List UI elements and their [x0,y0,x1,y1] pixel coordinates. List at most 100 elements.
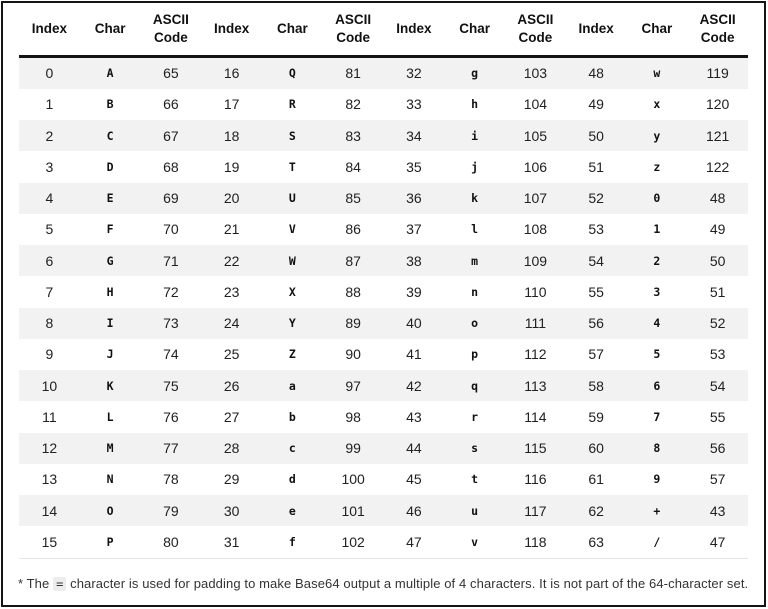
cell-char: N [106,472,114,487]
cell-char: r [471,409,479,424]
cell-char: b [288,409,296,424]
table-row: 12 M 77 28 c 99 44 s 115 60 8 56 [19,432,748,464]
cell-index: 21 [223,221,240,238]
cell-ascii-code: 73 [163,315,179,332]
cell-char: l [471,222,479,237]
cell-index: 40 [406,315,422,332]
cell-char: D [106,159,114,174]
cell-index: 0 [45,65,54,82]
table-body: 0 A 65 16 Q 81 32 g 103 48 w 119 1 B 66 17 R 82 33 h 104 49 x 1… [19,57,748,558]
cell-char: a [288,378,296,393]
cell-ascii-code: 57 [709,471,726,488]
table-header-row: Index Char ASCII Code Index Char ASCII Code In… [19,3,748,55]
cell-ascii-code: 87 [345,252,361,269]
cell-ascii-code: 113 [524,377,547,394]
cell-ascii-code: 49 [709,221,726,238]
table-bottom-rule [19,557,748,559]
cell-char: H [106,284,114,299]
cell-ascii-code: 100 [341,471,365,488]
header-index: Index [578,20,614,36]
cell-char: O [106,503,114,518]
cell-index: 25 [223,346,240,363]
cell-index: 61 [588,471,604,488]
cell-ascii-code: 107 [523,190,548,207]
cell-index: 47 [406,533,422,550]
cell-ascii-code: 105 [523,127,548,144]
cell-char: M [106,441,114,456]
cell-index: 15 [41,533,58,550]
cell-index: 39 [406,283,422,300]
cell-index: 35 [406,158,422,175]
cell-char: f [288,534,296,549]
cell-index: 60 [588,440,604,457]
cell-ascii-code: 109 [523,252,548,269]
cell-ascii-code: 97 [345,377,361,394]
cell-ascii-code: 56 [709,440,726,457]
table-row: 13 N 78 29 d 100 45 t 116 61 9 57 [19,464,748,495]
cell-char: + [653,503,661,518]
cell-ascii-code: 43 [709,502,726,519]
cell-char: t [471,472,479,487]
cell-ascii-code: 76 [163,408,179,425]
cell-index: 30 [223,502,240,519]
cell-index: 37 [406,221,422,238]
cell-char: Q [288,66,296,81]
cell-index: 45 [406,471,422,488]
table-row: 15 P 80 31 f 102 47 v 118 63 / 47 [19,526,748,557]
cell-ascii-code: 108 [523,221,548,238]
cell-ascii-code: 119 [706,65,729,82]
cell-ascii-code: 75 [163,377,179,394]
cell-ascii-code: 48 [709,190,726,207]
cell-ascii-code: 65 [163,65,179,82]
cell-char: G [106,253,114,268]
cell-char: P [106,534,114,549]
cell-char: u [471,503,479,518]
base64-table: Index Char ASCII Code Index Char ASCII Code In… [19,3,748,559]
cell-index: 63 [588,533,604,550]
cell-char: 8 [653,441,661,456]
cell-index: 16 [223,65,240,82]
table-row: 14 O 79 30 e 101 46 u 117 62 +43 [19,495,748,527]
cell-index: 19 [223,158,240,175]
header-ascii-code: ASCII Code [335,11,372,45]
cell-ascii-code: 55 [709,408,726,425]
cell-index: 24 [223,315,240,332]
footnote: * The = character is used for padding to… [18,576,748,591]
cell-index: 31 [223,533,240,550]
cell-index: 12 [41,440,58,457]
header-rule [19,55,748,58]
cell-ascii-code: 122 [705,158,730,175]
header-ascii-code: ASCII Code [699,11,736,45]
table-row: 0 A 65 16 Q 81 32 g 103 48 w 119 [19,57,748,89]
table-row: 8 I 73 24 Y 89 40 o 111 56 4 52 [19,307,748,339]
cell-char: T [288,159,296,174]
header-char: Char [94,20,126,36]
cell-char: Z [288,347,296,362]
cell-index: 56 [588,315,604,332]
cell-ascii-code: 52 [709,315,726,332]
cell-char: 5 [653,347,661,362]
cell-char: j [471,159,479,174]
cell-ascii-code: 83 [345,127,361,144]
table-row: 7 H 72 23 X 88 39 n 110 55 3 51 [19,276,748,307]
cell-ascii-code: 68 [163,158,179,175]
cell-ascii-code: 117 [524,502,547,519]
footnote-prefix: * The [18,576,54,591]
header-ascii-code: ASCII Code [152,11,189,45]
cell-ascii-code: 103 [523,65,548,82]
cell-index: 20 [223,190,240,207]
table-row: 11 L 76 27 b 98 43 r 114 59 7 55 [19,401,748,432]
cell-char: B [106,97,114,112]
cell-index: 57 [588,346,604,363]
cell-char: W [288,253,296,268]
cell-char: o [471,316,479,331]
cell-ascii-code: 53 [709,346,726,363]
cell-index: 11 [42,408,57,425]
table-row: 10 K 75 26 a 97 42 q 113 58 6 54 [19,370,748,402]
cell-index: 48 [588,65,604,82]
cell-ascii-code: 54 [709,377,726,394]
cell-char: 7 [653,409,661,424]
cell-index: 3 [45,158,54,175]
cell-char: I [106,316,114,331]
cell-char: x [653,97,661,112]
